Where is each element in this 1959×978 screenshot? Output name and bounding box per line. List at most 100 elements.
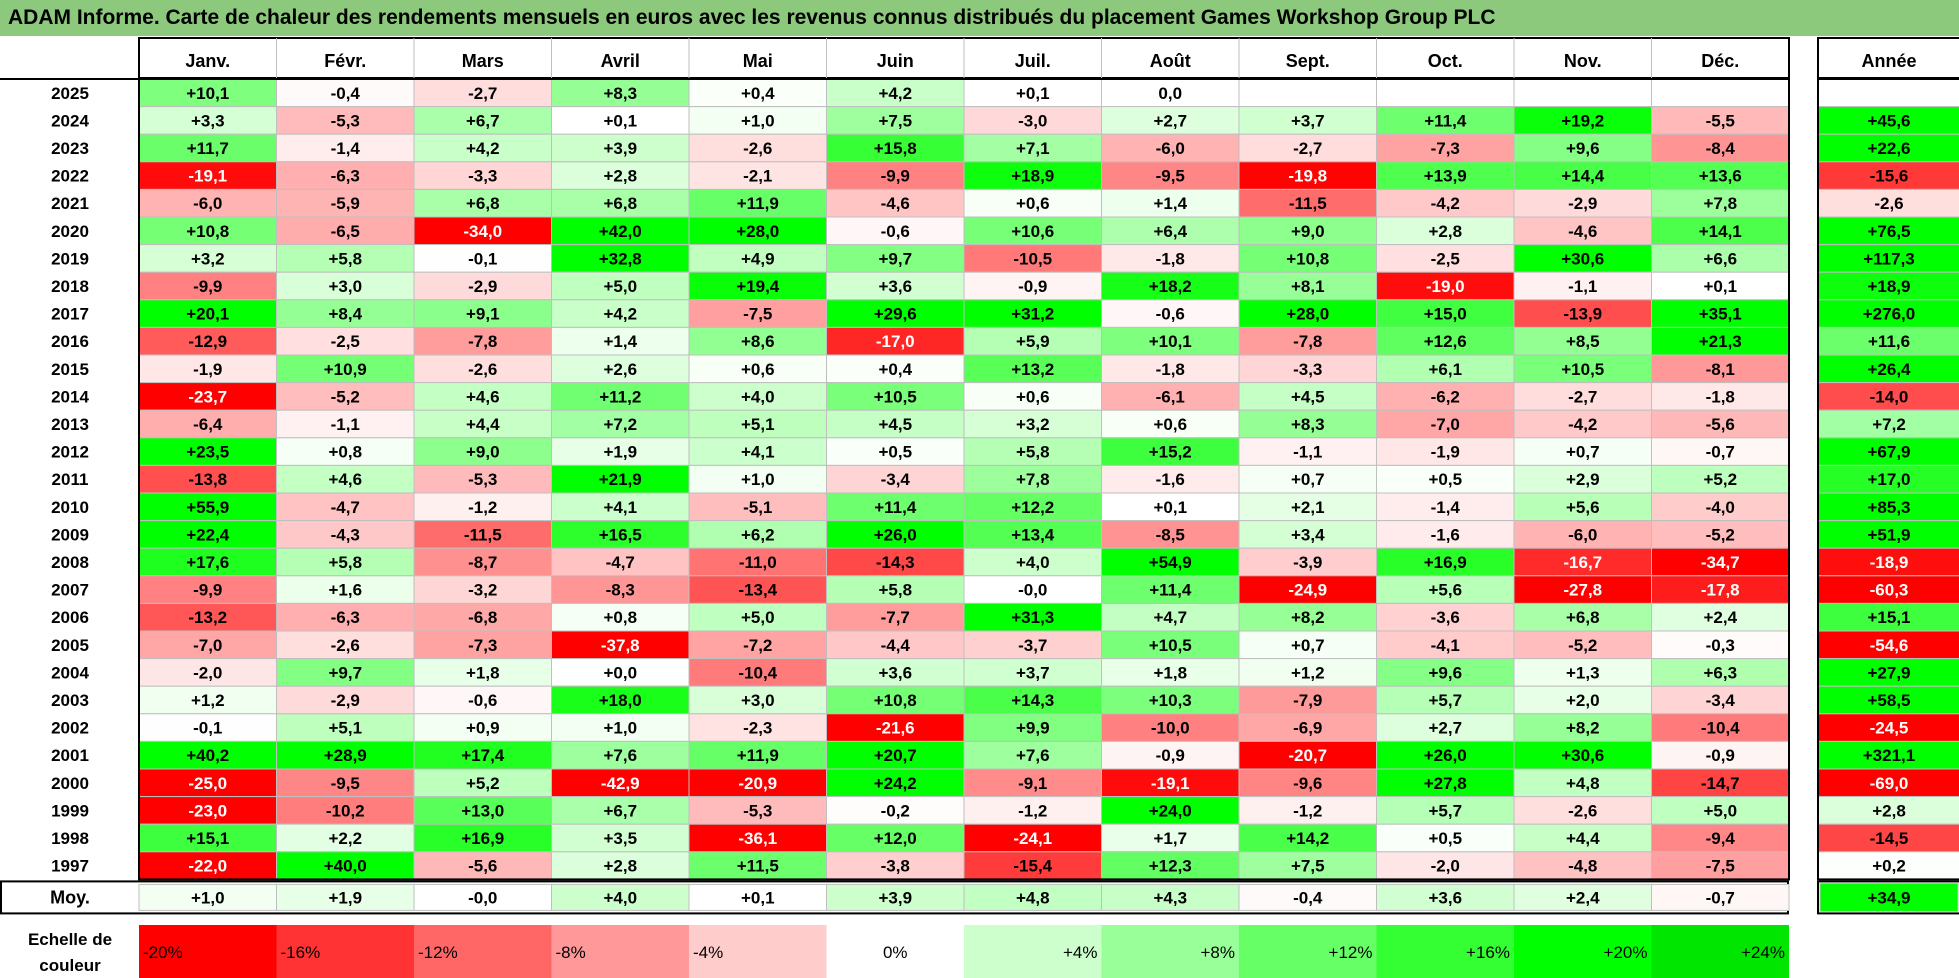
month-cell (276, 602, 415, 632)
month-value: -1,9 (193, 360, 222, 379)
month-value: +10,5 (1149, 636, 1192, 655)
month-value: +12,2 (1011, 498, 1054, 517)
month-value: +0,7 (1291, 470, 1325, 489)
average-year-value: +34,9 (1867, 888, 1910, 907)
month-value: +19,4 (736, 277, 780, 296)
month-value: +4,2 (466, 139, 500, 158)
month-cell (688, 299, 827, 328)
month-value: +26,0 (874, 525, 917, 544)
month-value: -0,6 (881, 222, 910, 241)
month-cell (1513, 713, 1652, 742)
month-value: +12,3 (1149, 857, 1192, 876)
month-value: -5,6 (468, 857, 497, 876)
month-value: -10,0 (1151, 719, 1190, 738)
month-value: +14,1 (1699, 222, 1742, 241)
year-total-value: -15,6 (1870, 167, 1909, 186)
average-label: Moy. (50, 887, 90, 907)
month-value: +7,1 (1016, 139, 1050, 158)
month-value: -6,0 (193, 194, 222, 213)
month-value: -13,9 (1563, 305, 1602, 324)
month-cell (138, 492, 277, 522)
month-value: -5,2 (331, 387, 360, 406)
month-value: +8,2 (1566, 719, 1600, 738)
month-value: +1,4 (1153, 194, 1187, 213)
month-cell (1101, 602, 1240, 632)
month-cell (551, 464, 690, 494)
average-value: +1,9 (328, 888, 362, 907)
average-cell (688, 883, 827, 911)
month-value: -2,6 (743, 139, 772, 158)
year-total-cell (1817, 851, 1959, 880)
month-cell (1238, 520, 1377, 549)
month-cell (1376, 216, 1515, 246)
month-value: +3,4 (1291, 525, 1325, 544)
month-cell (1376, 78, 1515, 108)
month-cell (1101, 382, 1240, 411)
month-cell (963, 492, 1102, 522)
month-value: +6,4 (1153, 222, 1187, 241)
month-value: -2,7 (468, 84, 497, 103)
month-value: +1,6 (328, 581, 362, 600)
month-value: +11,4 (1424, 111, 1467, 130)
month-cell (688, 326, 827, 356)
month-cell (1651, 133, 1790, 163)
month-cell (1513, 326, 1652, 356)
month-value: -13,4 (738, 581, 777, 600)
year-total-value: +2,8 (1872, 801, 1906, 820)
month-value: +11,4 (874, 498, 917, 517)
month-value: +6,8 (1566, 608, 1600, 627)
row-label: 2011 (52, 470, 89, 489)
year-total-value: +0,2 (1872, 857, 1906, 876)
year-total-cell (1817, 354, 1959, 384)
month-value: -1,8 (1156, 360, 1185, 379)
month-value: +10,5 (874, 387, 917, 406)
year-grid-border (1817, 78, 1959, 881)
month-value: -0,6 (468, 691, 497, 710)
month-value: -7,8 (1293, 332, 1322, 351)
month-value: +4,2 (603, 305, 637, 324)
month-cell (1651, 382, 1790, 411)
month-cell (688, 106, 827, 135)
month-value: -11,0 (739, 553, 777, 572)
month-cell (963, 78, 1102, 108)
year-total-cell (1817, 106, 1959, 135)
month-cell (1101, 685, 1240, 715)
year-total-value: +321,1 (1863, 746, 1915, 765)
row-label: 2012 (51, 443, 89, 462)
month-value: -9,9 (193, 277, 222, 296)
month-value: +5,1 (328, 719, 362, 738)
month-cell (1513, 547, 1652, 577)
month-cell (413, 851, 552, 880)
month-value: -5,3 (743, 801, 772, 820)
month-value: +12,6 (1424, 332, 1467, 351)
month-value: -2,9 (1568, 194, 1597, 213)
month-cell (1101, 768, 1240, 798)
month-value: -8,4 (1706, 139, 1736, 158)
month-value: +40,2 (186, 746, 229, 765)
month-cell (1376, 575, 1515, 604)
month-cell (688, 133, 827, 163)
average-value: +1,0 (191, 888, 225, 907)
month-cell (1651, 740, 1790, 770)
month-value: -4,6 (881, 194, 910, 213)
month-value: +10,3 (1149, 691, 1192, 710)
month-value: +5,0 (1703, 801, 1737, 820)
month-value: -3,9 (1293, 553, 1322, 572)
month-value: +3,2 (1016, 415, 1050, 434)
month-cell (826, 216, 965, 246)
month-cell (688, 658, 827, 687)
month-value: +0,8 (603, 608, 637, 627)
column-header: Janv. (185, 51, 230, 71)
month-value: +0,1 (1153, 498, 1187, 517)
month-cell (276, 796, 415, 825)
year-total-cell (1817, 188, 1959, 218)
month-cell (138, 216, 277, 246)
month-cell (688, 768, 827, 798)
month-cell (1651, 78, 1790, 108)
month-cell (1376, 547, 1515, 577)
month-cell (963, 299, 1102, 328)
month-value: +10,1 (186, 84, 229, 103)
month-value: +0,0 (603, 663, 637, 682)
month-value: -6,9 (1293, 719, 1322, 738)
month-value: -10,5 (1013, 249, 1052, 268)
